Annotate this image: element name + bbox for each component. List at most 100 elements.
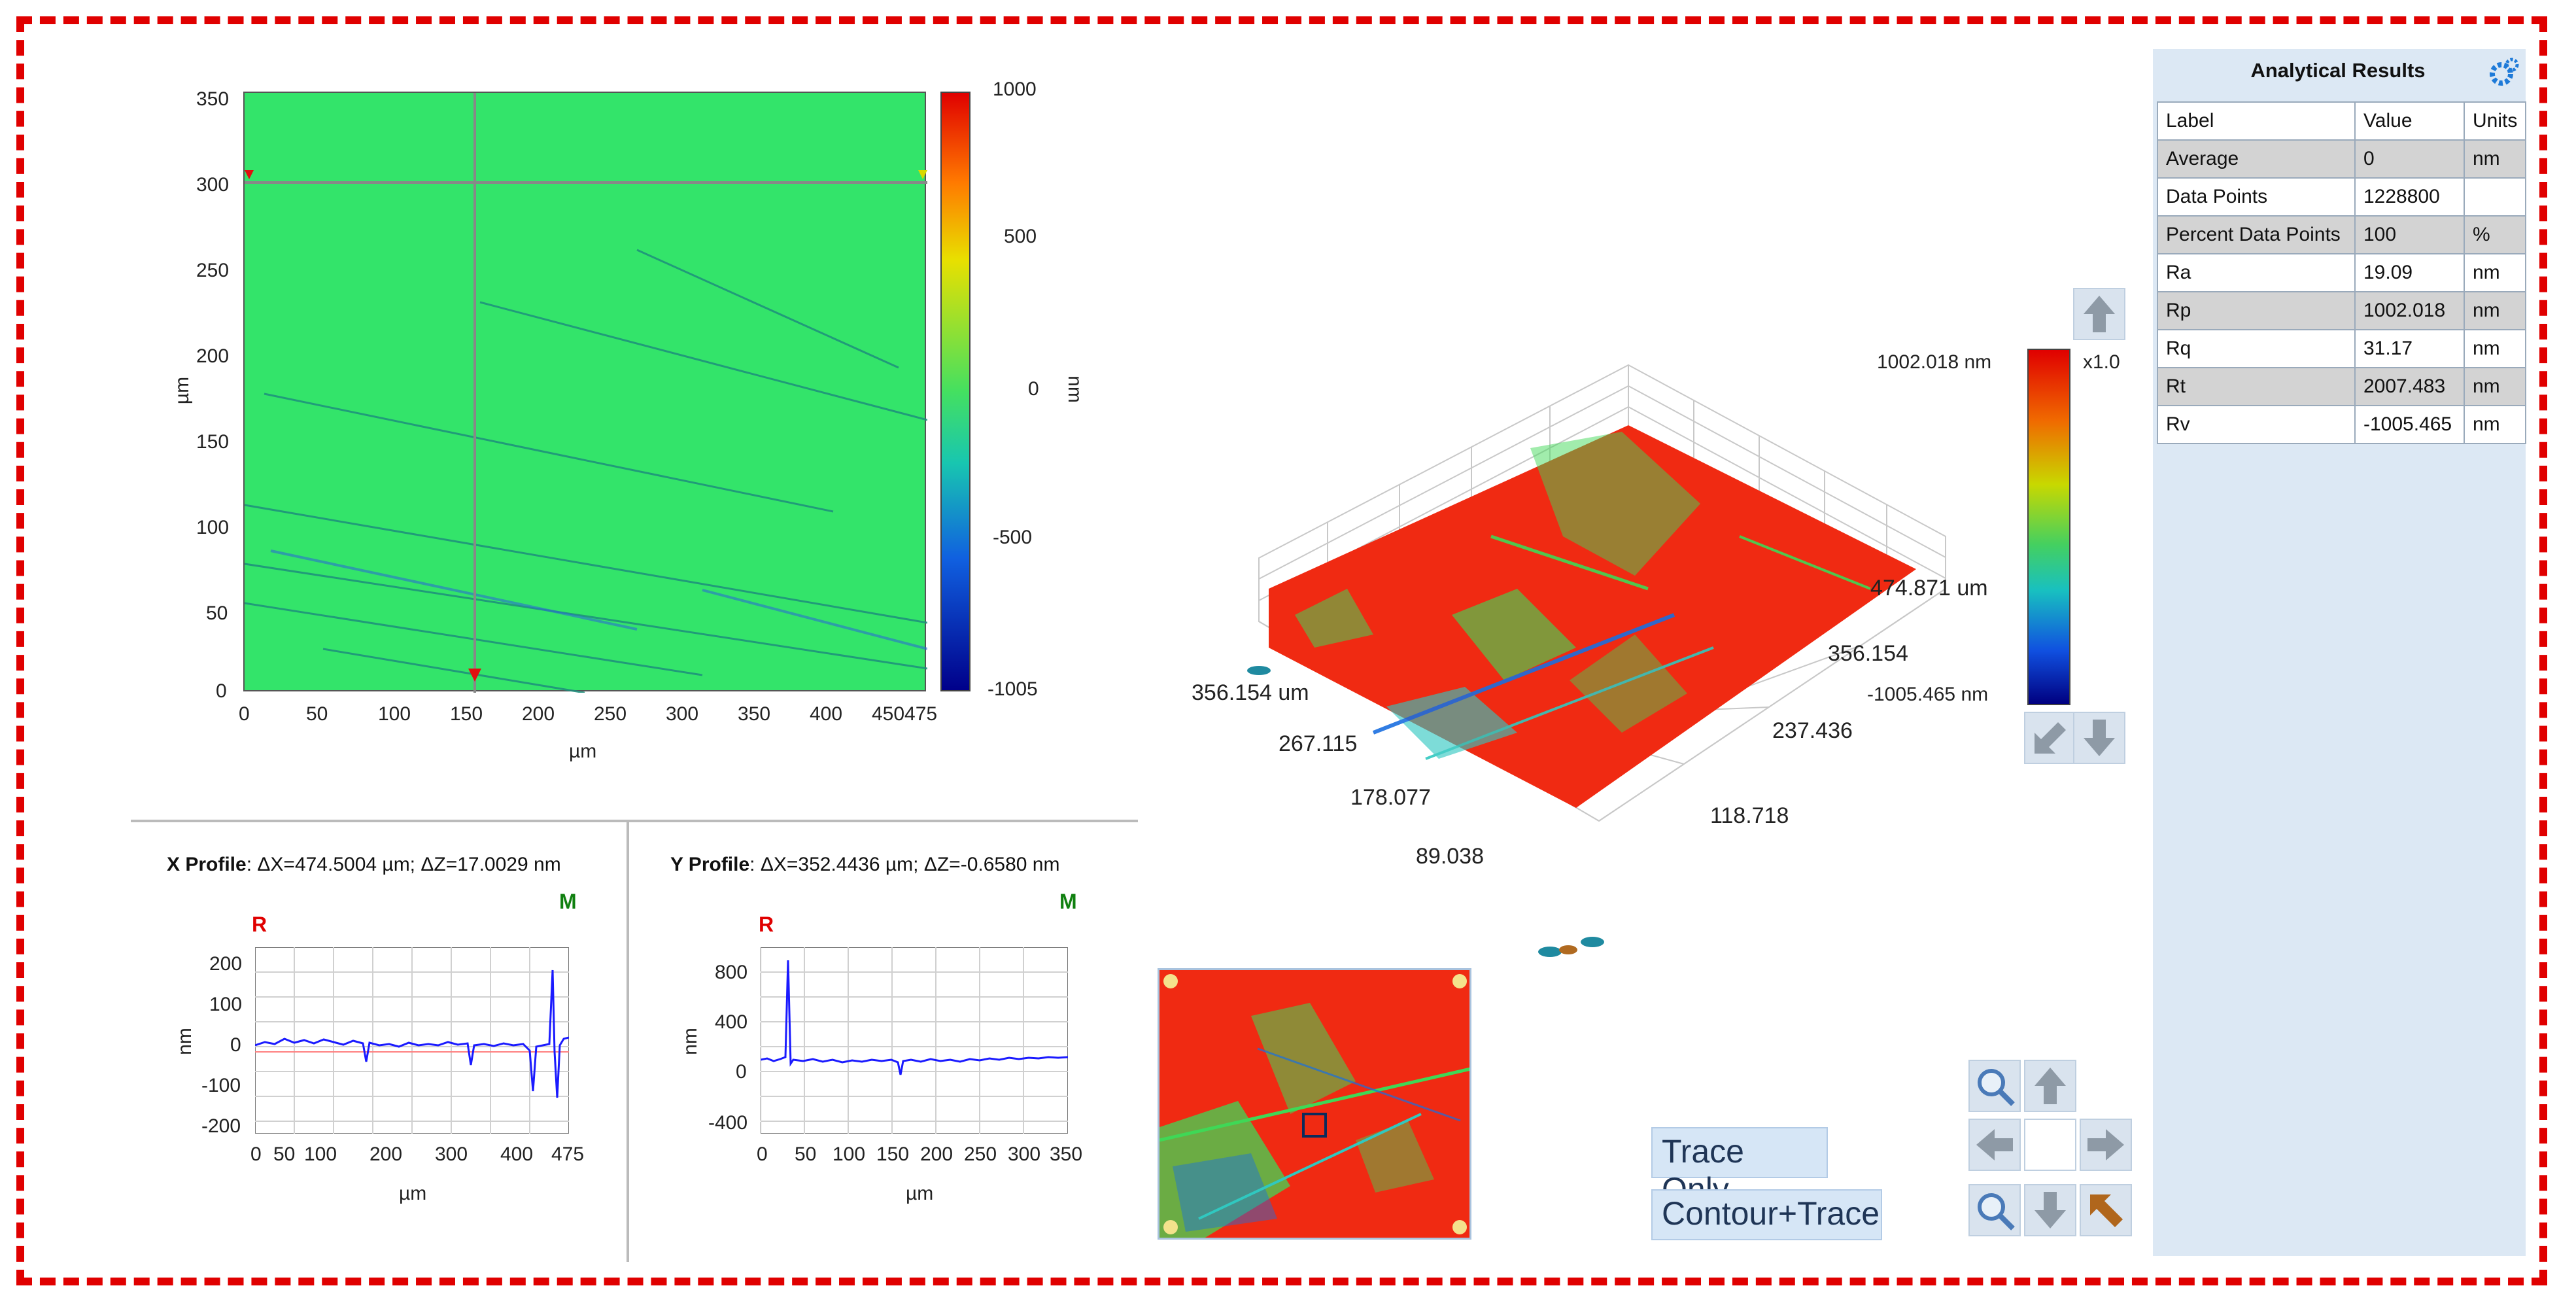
x-tick: 300 <box>435 1143 468 1165</box>
y-profile-marker-r[interactable]: R <box>759 913 774 936</box>
pan-center-button[interactable] <box>2024 1119 2076 1171</box>
3d-scale-min: -1005.465 nm <box>1867 684 1989 705</box>
scale-up-button[interactable] <box>2073 288 2125 340</box>
y-profile-plot[interactable] <box>761 947 1068 1134</box>
zoom-in-icon <box>1978 1069 2015 1106</box>
bulb-icon[interactable] <box>1163 974 1178 988</box>
table-header: Value <box>2354 101 2465 141</box>
table-row[interactable]: Average 0 nm <box>2157 139 2527 179</box>
y-tick: 200 <box>196 345 230 367</box>
row-label: Ra <box>2157 253 2356 292</box>
x-profile-marker-m[interactable]: M <box>559 890 577 913</box>
zoom-in-button[interactable] <box>1968 1060 2021 1112</box>
row-label: Rt <box>2157 367 2356 406</box>
y-tick: 100 <box>196 517 230 538</box>
colorbar-tick: 0 <box>1028 378 1039 400</box>
y-tick: 400 <box>715 1011 748 1033</box>
y-profile-marker-m[interactable]: M <box>1059 890 1077 913</box>
x-tick: 350 <box>738 703 771 725</box>
colorbar-tick: 500 <box>1004 226 1037 247</box>
scale-reset-button[interactable] <box>2024 712 2076 764</box>
table-row[interactable]: Rq 31.17 nm <box>2157 329 2527 368</box>
y-tick: -100 <box>201 1075 241 1096</box>
x-tick: 100 <box>378 703 411 725</box>
row-value: -1005.465 <box>2354 405 2465 444</box>
arrow-right-icon <box>2087 1129 2124 1160</box>
bulb-icon[interactable] <box>1452 974 1467 988</box>
reset-arrow-icon <box>2090 1194 2123 1227</box>
y-tick: 0 <box>216 680 227 702</box>
3d-axis-tick: 89.038 <box>1416 844 1484 869</box>
colorbar-tick: -1005 <box>987 678 1038 700</box>
thumbnail-selection-box[interactable] <box>1302 1113 1327 1138</box>
row-label: Rq <box>2157 329 2356 368</box>
x-tick: 400 <box>810 703 843 725</box>
settings-gear-icon[interactable] <box>2487 56 2520 88</box>
zoom-out-button[interactable] <box>1968 1184 2021 1236</box>
thumbnail-texture <box>1159 1003 1469 1238</box>
pan-left-button[interactable] <box>1968 1119 2021 1171</box>
pan-right-button[interactable] <box>2080 1119 2132 1171</box>
x-profile-grid <box>255 947 569 1134</box>
x-tick: 350 <box>1050 1143 1083 1165</box>
surface-3d-plot[interactable] <box>1177 340 1962 962</box>
bulb-icon[interactable] <box>1452 1220 1467 1234</box>
x-tick: 300 <box>1008 1143 1041 1165</box>
results-table: Label Value Units Average 0 nm Data Poin… <box>2157 101 2527 444</box>
x-tick: 200 <box>920 1143 953 1165</box>
table-header-row: Label Value Units <box>2157 101 2527 141</box>
x-tick: 50 <box>306 703 328 725</box>
x-axis-label: µm <box>906 1183 934 1204</box>
row-label: Percent Data Points <box>2157 215 2356 254</box>
table-header: Label <box>2157 101 2356 141</box>
3d-axis-tick: 356.154 <box>1828 641 1908 666</box>
table-row[interactable]: Rp 1002.018 nm <box>2157 291 2527 330</box>
contour-map-image[interactable] <box>243 92 928 694</box>
x-tick: 250 <box>594 703 627 725</box>
arrow-up-icon <box>2035 1068 2066 1104</box>
arrow-up-icon <box>2084 296 2115 332</box>
3d-surface-texture <box>1295 432 1871 760</box>
arrow-left-icon <box>1976 1129 2013 1160</box>
dashed-frame <box>16 16 2547 1285</box>
x-tick: 450475 <box>872 703 938 725</box>
trace-only-button[interactable]: Trace Only <box>1651 1127 1828 1208</box>
y-profile-line <box>761 960 1068 1075</box>
y-tick: 0 <box>736 1061 747 1083</box>
3d-axis-tick: 267.115 <box>1279 731 1358 756</box>
3d-axis-tick: 356.154 um <box>1192 680 1309 705</box>
x-profile-marker-r[interactable]: R <box>252 913 267 936</box>
y-tick: 250 <box>196 260 230 281</box>
pan-down-button[interactable] <box>2024 1184 2076 1236</box>
row-value: 31.17 <box>2354 329 2465 368</box>
reset-view-button[interactable] <box>2080 1184 2132 1236</box>
x-tick: 100 <box>833 1143 866 1165</box>
y-tick: 800 <box>715 962 748 983</box>
contour-map-texture <box>244 93 928 694</box>
table-row[interactable]: Ra 19.09 nm <box>2157 253 2527 292</box>
x-tick: 200 <box>522 703 555 725</box>
table-row[interactable]: Rt 2007.483 nm <box>2157 367 2527 406</box>
contour-colorbar <box>940 92 970 691</box>
table-row[interactable]: Percent Data Points 100 % <box>2157 215 2527 254</box>
pan-up-button[interactable] <box>2024 1060 2076 1112</box>
row-unit: nm <box>2463 329 2527 368</box>
3d-axis-tick: 178.077 <box>1350 785 1431 810</box>
table-row[interactable]: Rv -1005.465 nm <box>2157 405 2527 444</box>
bulb-icon[interactable] <box>1163 1220 1178 1234</box>
contour-trace-button[interactable]: Contour+Trace <box>1651 1189 1882 1240</box>
x-axis-label: µm <box>399 1183 427 1204</box>
table-row[interactable]: Data Points 1228800 <box>2157 177 2527 217</box>
y-tick: 50 <box>206 602 228 624</box>
x-profile-title: X Profile: ΔX=474.5004 µm; ΔZ=17.0029 nm <box>167 854 561 876</box>
y-profile-title-values: : ΔX=352.4436 µm; ΔZ=-0.6580 nm <box>749 854 1060 875</box>
x-tick: 50 <box>795 1143 817 1165</box>
x-profile-plot[interactable] <box>255 947 569 1134</box>
x-tick: 100 <box>304 1143 337 1165</box>
3d-axis-tick: 118.718 <box>1710 803 1789 828</box>
scale-down-button[interactable] <box>2073 712 2125 764</box>
overview-thumbnail[interactable] <box>1158 968 1471 1240</box>
row-unit <box>2463 177 2527 217</box>
x-tick: 400 <box>500 1143 534 1165</box>
x-profile-title-bold: X Profile <box>167 854 247 875</box>
